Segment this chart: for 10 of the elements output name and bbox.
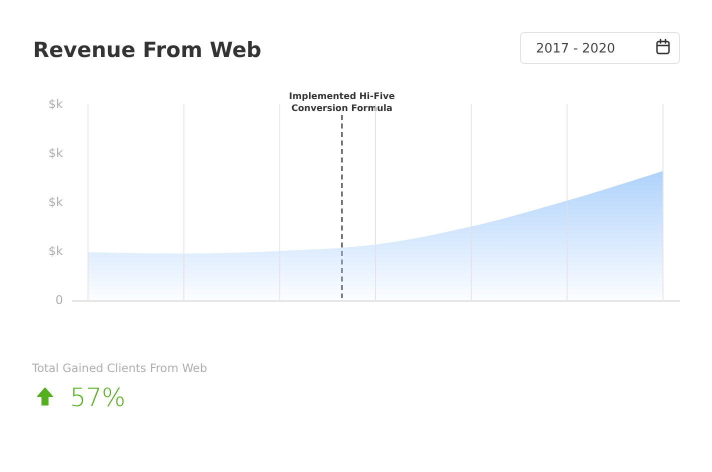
text: Total Gained Clients From Web [31, 361, 208, 376]
text: 0 [55, 293, 63, 308]
text: $k [48, 146, 64, 160]
text: 57% [70, 382, 126, 412]
text: Implemented Hi-Five Conversion Formula [289, 92, 395, 114]
text: $k [48, 97, 64, 112]
text: $k [48, 244, 64, 258]
text: $k [48, 195, 64, 210]
chart-title: Revenue From Web [33, 38, 262, 62]
chart-subtitle: 2017 - 2020 [536, 42, 616, 57]
